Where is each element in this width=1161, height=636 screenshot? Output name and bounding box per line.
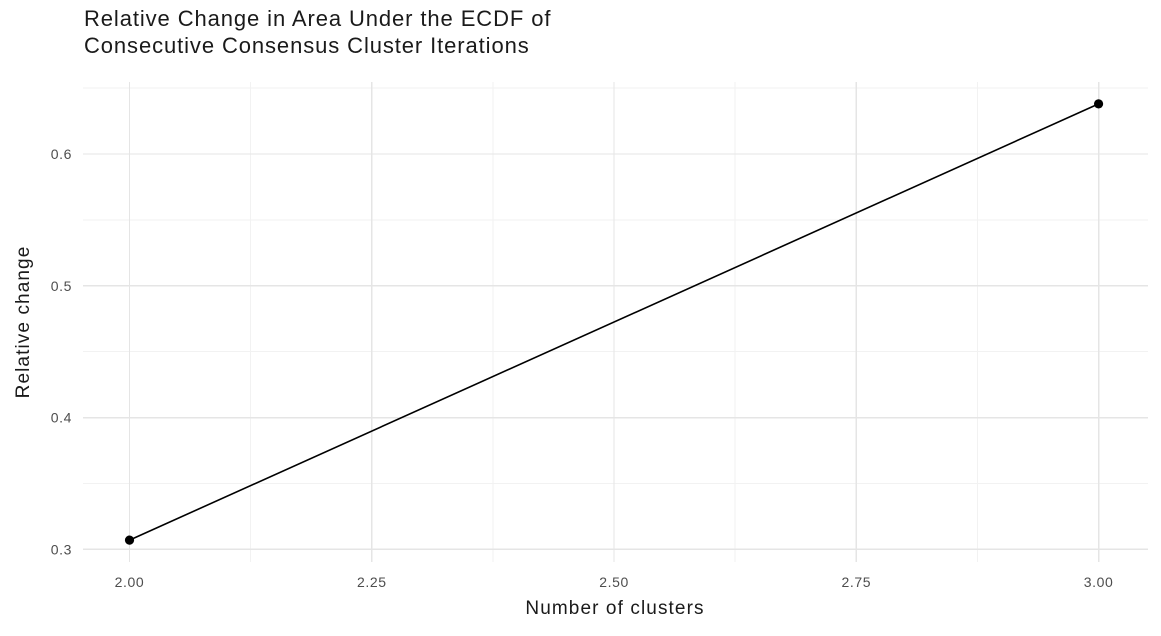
x-tick-label: 3.00 bbox=[1084, 574, 1114, 590]
data-line bbox=[128, 103, 1100, 541]
minor-gridlines bbox=[83, 82, 1148, 562]
y-axis-title: Relative change bbox=[13, 246, 34, 399]
y-tick-label: 0.5 bbox=[51, 278, 72, 294]
y-tick-label: 0.4 bbox=[51, 410, 72, 426]
x-axis-tick-labels: 2.00 2.25 2.50 2.75 3.00 bbox=[115, 574, 1114, 590]
chart-title-line2: Consecutive Consensus Cluster Iterations bbox=[84, 33, 530, 58]
y-tick-label: 0.6 bbox=[51, 146, 72, 162]
x-tick-label: 2.00 bbox=[115, 574, 145, 590]
x-tick-label: 2.75 bbox=[841, 574, 871, 590]
data-point bbox=[124, 535, 135, 545]
chart-title-line1: Relative Change in Area Under the ECDF o… bbox=[84, 6, 552, 31]
x-axis-title: Number of clusters bbox=[525, 598, 704, 619]
y-tick-label: 0.3 bbox=[51, 541, 72, 557]
x-tick-label: 2.50 bbox=[599, 574, 629, 590]
x-tick-label: 2.25 bbox=[357, 574, 387, 590]
chart-title: Relative Change in Area Under the ECDF o… bbox=[84, 5, 551, 59]
data-series bbox=[124, 99, 1104, 545]
major-gridlines bbox=[83, 82, 1148, 562]
data-point bbox=[1093, 99, 1104, 109]
y-axis-tick-labels: 0.3 0.4 0.5 0.6 bbox=[51, 146, 72, 557]
